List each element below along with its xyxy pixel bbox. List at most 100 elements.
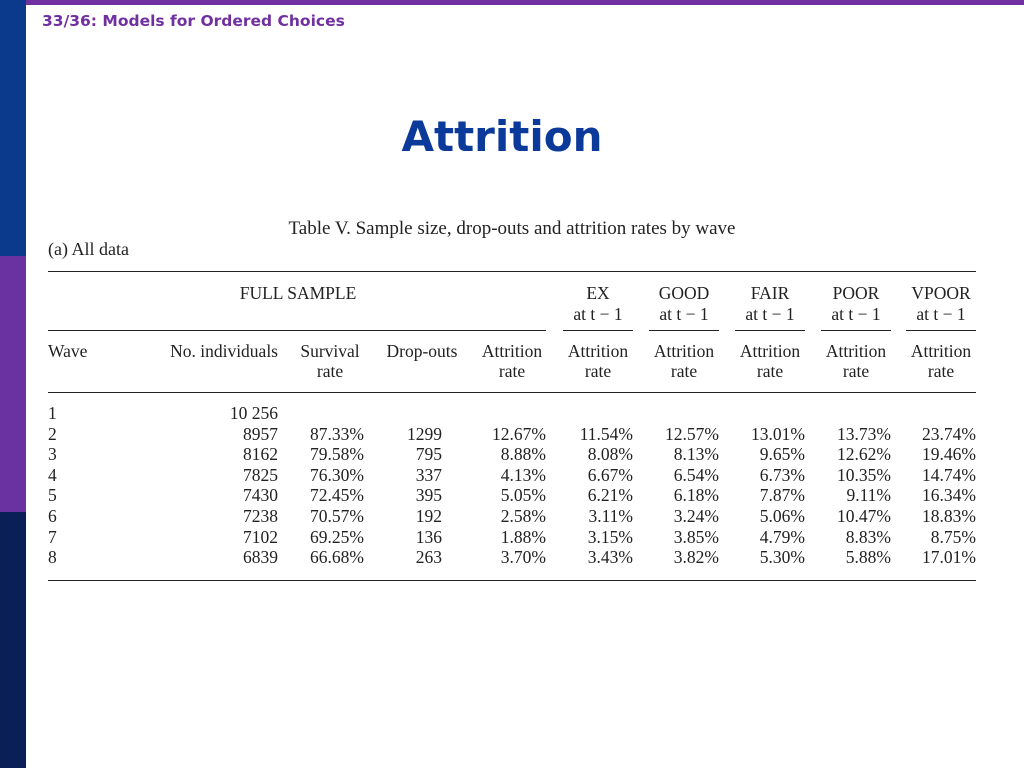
cell-attrition: 1.88% [500,526,546,547]
side-color-bar [0,0,26,768]
cell-individuals: 6839 [243,547,278,568]
cell-wave: 7 [48,526,57,547]
header-poor-prev: at t − 1 [831,304,881,324]
col-ex-rate: rate [584,361,612,381]
cell-good: 3.85% [673,526,719,547]
header-full-sample: FULL SAMPLE [239,283,357,303]
col-survival: Survival [300,341,360,361]
cell-vpoor: 18.83% [922,506,976,526]
cell-individuals: 7825 [243,464,278,485]
header-poor: POOR [832,283,880,303]
cell-vpoor: 17.01% [922,547,976,568]
cell-survival: 70.57% [310,506,364,526]
table-caption: Table V. Sample size, drop-outs and attr… [288,218,736,239]
cell-ex: 3.15% [587,526,633,547]
col-poor-attrition: Attrition [825,341,887,361]
cell-individuals: 8162 [243,444,278,465]
col-vpoor-rate: rate [927,361,955,381]
cell-dropouts: 395 [415,485,442,506]
cell-good: 8.13% [673,444,719,465]
cell-dropouts: 263 [415,547,442,568]
header-vpoor-prev: at t − 1 [916,304,966,324]
col-poor-rate: rate [842,361,870,381]
cell-wave: 8 [48,547,57,568]
cell-individuals: 7102 [243,526,278,547]
cell-dropouts: 337 [415,464,442,485]
cell-poor: 12.62% [837,444,891,465]
rule-full-sample [48,330,546,332]
header-good-prev: at t − 1 [659,304,709,324]
cell-survival: 79.58% [310,444,364,465]
cell-vpoor: 23.74% [922,423,976,444]
cell-vpoor: 16.34% [922,485,976,506]
cell-fair: 9.65% [759,444,805,465]
cell-survival: 76.30% [310,464,364,485]
top-accent-rule [0,0,1024,5]
cell-dropouts: 136 [415,526,442,547]
cell-attrition: 2.58% [500,506,546,526]
col-good-rate: rate [670,361,698,381]
table-subtitle: (a) All data [48,239,129,259]
header-ex: EX [586,283,610,303]
cell-wave: 3 [48,444,57,465]
table-image: Table V. Sample size, drop-outs and attr… [48,214,976,586]
col-fair-attrition: Attrition [739,341,801,361]
cell-ex: 11.54% [579,423,633,444]
cell-survival: 66.68% [310,547,364,568]
header-rule [48,392,976,394]
cell-poor: 10.47% [837,506,891,526]
cell-individuals: 7430 [243,485,278,506]
cell-fair: 4.79% [759,526,805,547]
cell-dropouts: 1299 [407,423,442,444]
cell-vpoor: 8.75% [930,526,976,547]
col-vpoor-attrition: Attrition [910,341,972,361]
cell-fair: 5.06% [759,506,805,526]
cell-survival: 69.25% [310,526,364,547]
cell-good: 3.24% [673,506,719,526]
cell-ex: 3.43% [587,547,633,568]
cell-fair: 5.30% [759,547,805,568]
cell-dropouts: 795 [415,444,442,465]
col-good-attrition: Attrition [653,341,715,361]
cell-poor: 13.73% [837,423,891,444]
rule-good [649,330,719,332]
side-bar-navy [0,512,26,768]
cell-individuals: 7238 [243,506,278,526]
side-bar-blue [0,0,26,256]
cell-good: 6.54% [673,464,719,485]
cell-survival: 87.33% [310,423,364,444]
col-attrition-rate: rate [498,361,526,381]
cell-poor: 8.83% [845,526,891,547]
slide-header: 33/36: Models for Ordered Choices [42,12,345,30]
cell-fair: 7.87% [759,485,805,506]
cell-wave: 1 [48,403,57,423]
cell-attrition: 12.67% [492,423,546,444]
col-ex-attrition: Attrition [567,341,629,361]
header-vpoor: VPOOR [911,283,971,303]
cell-individuals: 8957 [243,423,278,444]
cell-ex: 8.08% [587,444,633,465]
cell-attrition: 8.88% [500,444,546,465]
cell-poor: 10.35% [837,464,891,485]
cell-wave: 2 [48,423,57,444]
col-individuals: No. individuals [170,341,278,361]
col-wave: Wave [48,341,88,361]
cell-fair: 13.01% [751,423,805,444]
cell-good: 6.18% [673,485,719,506]
header-ex-prev: at t − 1 [573,304,623,324]
cell-attrition: 3.70% [500,547,546,568]
bottom-rule [48,580,976,582]
cell-individuals: 10 256 [229,403,278,423]
cell-ex: 3.11% [588,506,633,526]
cell-vpoor: 19.46% [922,444,976,465]
header-good: GOOD [658,283,710,303]
slide-title: Attrition [401,112,603,161]
rule-fair [735,330,805,332]
top-rule [48,271,976,273]
col-dropouts: Drop-outs [386,341,458,361]
rule-ex [563,330,633,332]
col-attrition: Attrition [481,341,543,361]
col-survival-rate: rate [316,361,344,381]
cell-attrition: 4.13% [500,464,546,485]
cell-vpoor: 14.74% [922,464,976,485]
